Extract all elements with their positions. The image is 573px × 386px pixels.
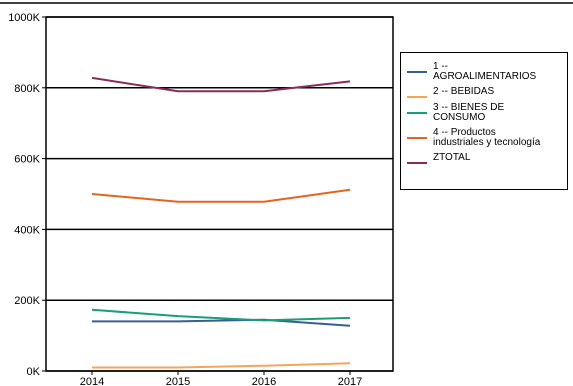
series-line-0 [92,318,351,327]
y-tick-label: 0K [27,366,41,378]
legend-swatch [407,112,427,114]
legend-label: 4 -- Productos industriales y tecnología [433,127,541,148]
legend-swatch [407,162,427,164]
series-line-1 [92,362,351,369]
series-lines [91,76,351,369]
y-tick-label: 800K [14,83,40,95]
y-tick-label: 600K [14,154,40,166]
legend-swatch [407,71,427,73]
legend-item: 3 -- BIENES DE CONSUMO [407,103,563,123]
x-tick-label: 2017 [338,376,362,386]
x-tick-label: 2016 [252,376,276,386]
legend-label: 1 -- AGROALIMENTARIOS [433,61,537,82]
y-tick-label: 1000K [8,12,40,24]
legend-item: ZTOTAL [407,153,563,164]
y-tick-label: 200K [14,295,40,307]
plot-frame [45,16,394,372]
y-axis: 0K 200K 400K 600K 800K 1000K [8,12,46,378]
legend: 1 -- AGROALIMENTARIOS 2 -- BEBIDAS 3 -- BI… [400,52,568,190]
x-tick-label: 2015 [166,376,190,386]
x-axis: 2014 2015 2016 2017 [80,371,362,386]
plot-area-border [45,16,394,372]
legend-label: 3 -- BIENES DE CONSUMO [433,102,505,123]
series-line-3 [91,188,351,203]
x-tick-label: 2014 [80,376,104,386]
legend-swatch [407,96,427,98]
legend-label: 2 -- BEBIDAS [433,86,495,97]
series-line-2 [91,308,351,322]
series-line-4 [91,76,351,93]
y-tick-label: 400K [14,224,40,236]
legend-item: 1 -- AGROALIMENTARIOS [407,62,563,82]
legend-item: 2 -- BEBIDAS [407,87,563,98]
legend-label: ZTOTAL [433,152,471,163]
legend-swatch [407,137,427,139]
legend-item: 4 -- Productos industriales y tecnología [407,128,563,148]
